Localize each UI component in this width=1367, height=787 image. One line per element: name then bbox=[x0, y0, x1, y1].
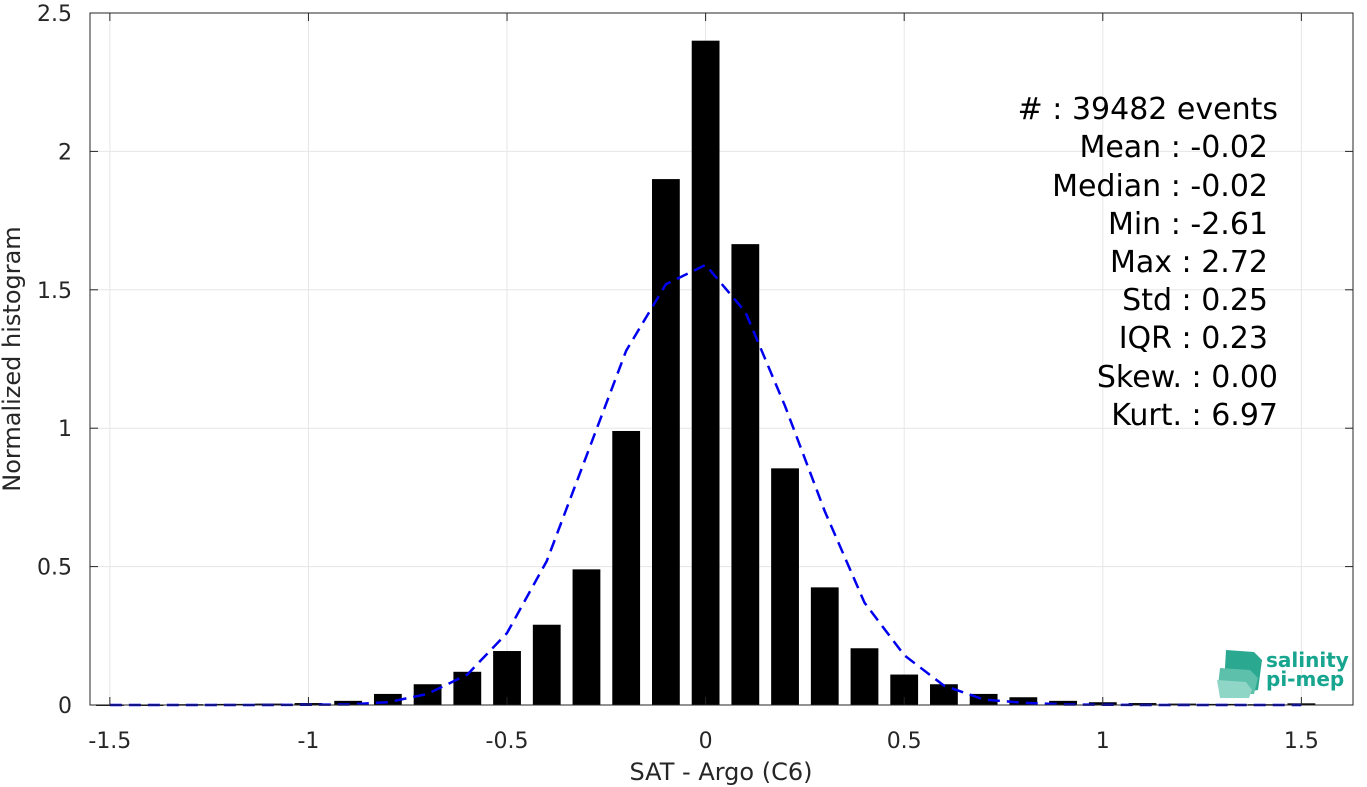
histogram-bar bbox=[691, 40, 720, 706]
logo-text-line2: pi-mep bbox=[1266, 667, 1344, 691]
y-tick-label: 2 bbox=[58, 140, 72, 165]
histogram-bar bbox=[969, 693, 998, 705]
histogram-bar bbox=[850, 648, 879, 705]
salinity-pimep-logo: salinity pi-mep bbox=[1217, 648, 1349, 698]
histogram-bar bbox=[810, 587, 839, 705]
histogram-bar bbox=[612, 430, 641, 705]
x-tick-label: -0.5 bbox=[486, 729, 529, 754]
stats-min: Min : -2.61 bbox=[1108, 207, 1268, 242]
stats-mean: Mean : -0.02 bbox=[1079, 130, 1268, 165]
y-axis-label: Normalized histogram bbox=[0, 226, 26, 491]
histogram-bar bbox=[1049, 700, 1077, 705]
histogram-bar bbox=[1009, 697, 1038, 705]
histogram-bar bbox=[493, 651, 521, 705]
x-axis-label: SAT - Argo (C6) bbox=[630, 758, 813, 786]
histogram-bars bbox=[95, 40, 1316, 706]
y-tick-labels: 0 0.5 1 1.5 2 2.5 bbox=[37, 2, 72, 719]
axes-box bbox=[89, 12, 1354, 706]
x-tick-label: 0.5 bbox=[887, 729, 922, 754]
histogram-bar bbox=[373, 693, 402, 705]
stats-iqr: IQR : 0.23 bbox=[1119, 321, 1268, 356]
stats-kurt: Kurt. : 6.97 bbox=[1111, 398, 1278, 433]
logo-text-line1: salinity bbox=[1266, 648, 1349, 672]
x-tick-label: 1 bbox=[1096, 729, 1110, 754]
histogram-bar bbox=[651, 179, 680, 705]
histogram-bar bbox=[771, 468, 799, 705]
x-tick-label: 0 bbox=[699, 729, 713, 754]
y-tick-label: 1.5 bbox=[37, 279, 72, 304]
x-tick-label: -1 bbox=[297, 729, 319, 754]
stats-std: Std : 0.25 bbox=[1122, 283, 1268, 318]
stats-median: Median : -0.02 bbox=[1052, 169, 1268, 204]
logo-mark-icon bbox=[1217, 650, 1262, 698]
y-tick-label: 0 bbox=[58, 694, 72, 719]
histogram-bar bbox=[334, 700, 363, 705]
stats-box: # : 39482 events Mean : -0.02 Median : -… bbox=[1018, 92, 1278, 433]
x-tick-label: -1.5 bbox=[88, 729, 131, 754]
stats-max: Max : 2.72 bbox=[1110, 245, 1268, 280]
histogram-bar bbox=[453, 671, 482, 705]
histogram-bar bbox=[731, 244, 760, 706]
histogram-bar bbox=[572, 569, 601, 705]
stats-count: # : 39482 events bbox=[1018, 92, 1278, 127]
x-tick-label: 1.5 bbox=[1284, 729, 1319, 754]
histogram-bar bbox=[413, 684, 442, 705]
histogram-bar bbox=[930, 684, 958, 705]
axes bbox=[89, 12, 1354, 706]
y-tick-label: 2.5 bbox=[37, 2, 72, 27]
histogram-bar bbox=[532, 624, 561, 705]
stats-skew: Skew. : 0.00 bbox=[1097, 360, 1278, 395]
y-tick-label: 0.5 bbox=[37, 556, 72, 581]
y-tick-label: 1 bbox=[58, 417, 72, 442]
x-tick-labels: -1.5 -1 -0.5 0 0.5 1 1.5 bbox=[88, 729, 1318, 754]
